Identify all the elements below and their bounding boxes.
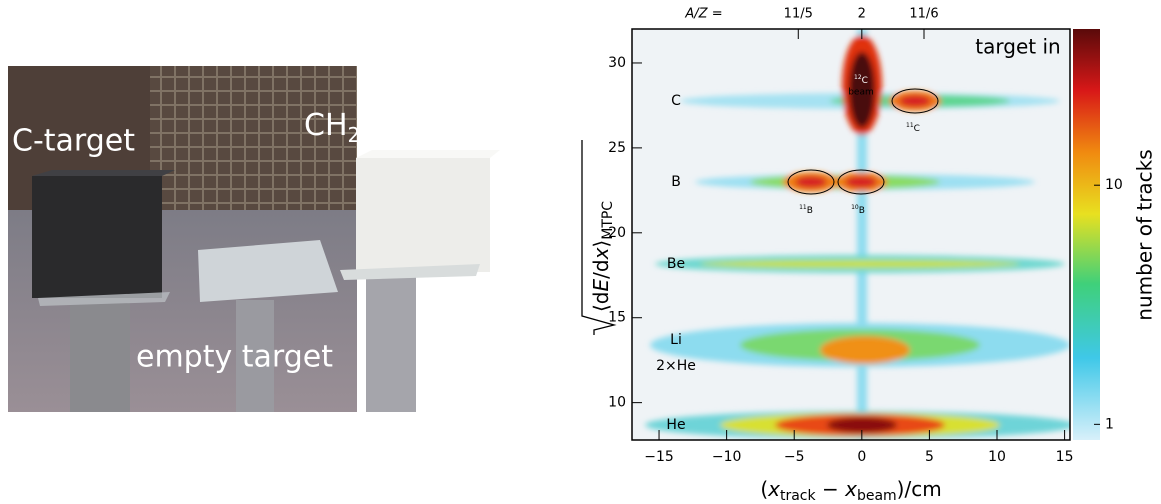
x-tick-label: 10 (988, 449, 1006, 465)
label-part: ⟩ (589, 240, 613, 248)
photo-label-part: CH (304, 108, 348, 143)
top-tick-label: 11/5 (784, 7, 813, 22)
element-label: B (671, 174, 681, 190)
photo-label-part: -target (360, 108, 462, 143)
isotope-mass: 10 (851, 204, 859, 211)
colorbar (1073, 29, 1100, 440)
colorbar-tick-label: 1 (1105, 416, 1114, 432)
isotope-mass: 11 (799, 204, 807, 211)
isotope-element: B (807, 206, 813, 216)
photo-label: C-target (12, 124, 135, 159)
label-part: − (816, 477, 845, 501)
x-tick-label: −10 (712, 449, 742, 465)
top-axis-label: A/Z = (684, 7, 722, 22)
element-label: He (666, 417, 685, 433)
x-tick-label: 5 (925, 449, 934, 465)
label-sub: beam (857, 488, 897, 504)
label-part: /d (589, 259, 613, 278)
label-part: x (844, 477, 857, 501)
label-sub: track (780, 488, 817, 504)
label-part: x (767, 477, 780, 501)
label-part: )/cm (897, 477, 942, 501)
isotope-element: C (862, 76, 868, 86)
y-tick-label: 20 (608, 225, 626, 241)
photo-label: CH2-target (304, 108, 463, 147)
y-tick-label: 30 (608, 55, 626, 71)
isotope-element: C (914, 124, 920, 134)
y-axis-label-text: ⟨dE/dx⟩MTPC (589, 201, 617, 312)
label-part: E (589, 279, 613, 292)
element-label: C (671, 93, 681, 109)
element-label: Be (667, 256, 685, 272)
photo-label: empty target (136, 340, 333, 375)
photo: C-target CH2-target empty target (8, 66, 500, 412)
x-tick-label: −15 (644, 449, 674, 465)
colorbar-label: number of tracks (1133, 149, 1157, 320)
label-part: x (589, 247, 613, 260)
y-tick-label: 25 (608, 140, 626, 156)
y-tick-label: 15 (608, 310, 626, 326)
top-tick-label: 11/6 (909, 7, 938, 22)
x-axis-label: (xtrack − xbeam)/cm (760, 477, 941, 504)
top-tick-label: 2 (858, 7, 866, 22)
isotope-note: beam (848, 88, 874, 98)
x-tick-label: 15 (1056, 449, 1074, 465)
isotope-mass: 11 (906, 122, 914, 129)
isotope-mass: 12 (854, 74, 862, 81)
x-tick-label: −5 (784, 449, 805, 465)
legend-text: target in (975, 35, 1060, 59)
x-tick-label: 0 (857, 449, 866, 465)
colorbar-tick-label: 10 (1105, 177, 1123, 193)
isotope-element: B (859, 206, 865, 216)
figure: C-target CH2-target empty target target … (0, 0, 1161, 504)
element-label: Li (670, 332, 682, 348)
element-label: 2×He (656, 358, 696, 374)
photo-label-sub: 2 (348, 123, 361, 147)
label-part: ( (760, 477, 768, 501)
y-tick-label: 10 (608, 395, 626, 411)
